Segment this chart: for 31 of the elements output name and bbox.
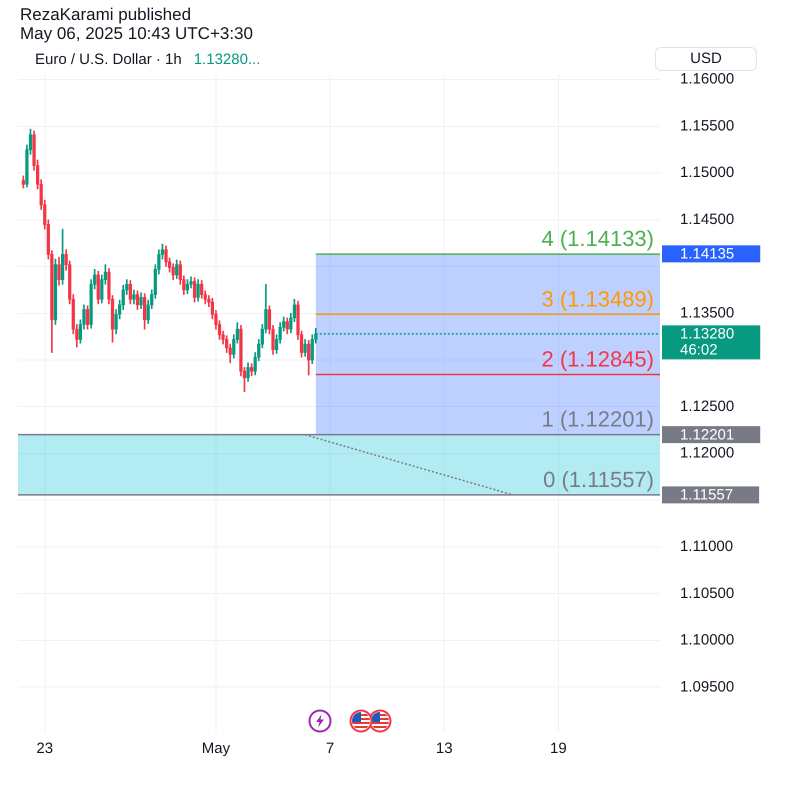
text: May 06, 2025 10:43 UTC+3:30 xyxy=(20,24,253,43)
y-tick-label: 1.11000 xyxy=(680,538,734,556)
chart-subtitle: 1.13280... xyxy=(194,51,260,68)
annotation: 4 (1.14133) xyxy=(541,226,654,252)
x-tick-label: 13 xyxy=(436,740,453,758)
band-label: 1.14135 xyxy=(680,246,734,263)
text: RezaKarami published xyxy=(20,5,192,24)
annotation: 3 (1.13489) xyxy=(541,286,654,312)
text: 46:02 xyxy=(680,341,718,358)
y-tick-label: 1.16000 xyxy=(680,70,734,88)
y-tick-label: 1.15500 xyxy=(680,117,734,134)
annotation: 2 (1.12845) xyxy=(541,346,654,372)
y-tick-label: 1.13500 xyxy=(680,304,734,322)
chart-title: Euro / U.S. Dollar · 1h xyxy=(35,51,182,68)
x-tick-label: 19 xyxy=(550,740,567,758)
y-axis-title: USD xyxy=(655,47,757,71)
y-tick-label: 1.09500 xyxy=(680,678,734,696)
y-tick-label: 1.10000 xyxy=(680,632,734,649)
y-tick-label: 1.10500 xyxy=(680,584,734,602)
x-tick-label: 7 xyxy=(326,740,334,758)
y-tick-label: 1.12000 xyxy=(680,444,734,462)
annotation: 1 (1.12201) xyxy=(541,406,654,432)
x-tick-label: May xyxy=(202,740,231,758)
y-tick-label: 1.15000 xyxy=(680,164,734,182)
y-tick-label: 1.14500 xyxy=(680,210,734,228)
ref-line-label: 1.13280 xyxy=(680,325,734,342)
ref-line-label: 1.12201 xyxy=(680,426,734,444)
x-tick-label: 23 xyxy=(36,740,54,758)
y-tick-label: 1.12500 xyxy=(680,398,734,415)
ref-line-label: 1.11557 xyxy=(680,486,734,504)
annotation: 0 (1.11557) xyxy=(543,466,654,492)
